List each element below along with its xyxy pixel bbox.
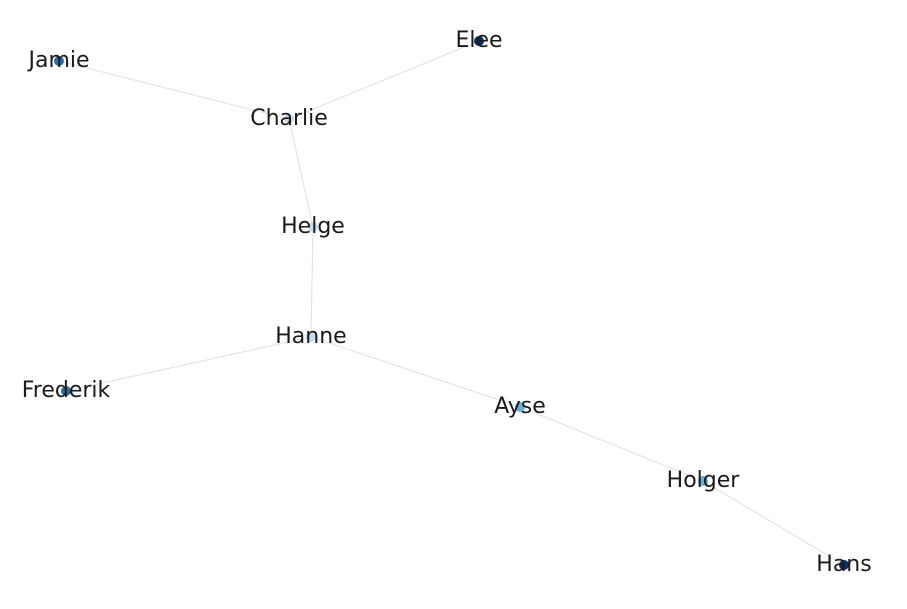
node-label-charlie: Charlie (250, 106, 328, 131)
node-dot-hans (839, 560, 849, 570)
node-label-hans: Hans (816, 552, 871, 577)
node-dot-ayse (515, 402, 525, 412)
nodes-layer: Jamie Charlie Elee Helge Hanne Frederik Ayse Ho… (22, 28, 872, 577)
node-label-ayse: Ayse (494, 394, 546, 419)
node-elee: Elee (455, 28, 502, 53)
node-jamie: Jamie (26, 48, 89, 73)
node-label-hanne: Hanne (275, 324, 346, 349)
edge-hanne-frederik (65, 336, 312, 392)
node-label-jamie: Jamie (26, 48, 89, 73)
node-label-holger: Holger (667, 468, 741, 493)
edge-holger-hans (702, 480, 845, 566)
edge-hanne-ayse (310, 336, 521, 408)
node-dot-charlie (284, 114, 294, 124)
node-hans: Hans (816, 552, 871, 577)
node-dot-holger (698, 476, 708, 486)
node-dot-hanne (306, 332, 316, 342)
edge-charlie-helge (288, 118, 314, 228)
node-label-helge: Helge (281, 214, 345, 239)
node-helge: Helge (281, 214, 345, 239)
edges-layer (58, 40, 845, 566)
node-dot-frederik (61, 386, 71, 396)
node-dot-jamie (54, 56, 64, 66)
node-frederik: Frederik (22, 378, 111, 403)
node-dot-helge (308, 222, 318, 232)
node-ayse: Ayse (494, 394, 546, 419)
edge-jamie-charlie (58, 60, 290, 120)
node-charlie: Charlie (250, 106, 328, 131)
edge-ayse-holger (519, 406, 704, 482)
node-dot-elee (474, 36, 484, 46)
node-holger: Holger (667, 468, 741, 493)
node-hanne: Hanne (275, 324, 346, 349)
edge-elee-charlie (288, 40, 480, 120)
node-label-frederik: Frederik (22, 378, 111, 403)
node-label-elee: Elee (455, 28, 502, 53)
edge-helge-hanne (310, 226, 314, 338)
